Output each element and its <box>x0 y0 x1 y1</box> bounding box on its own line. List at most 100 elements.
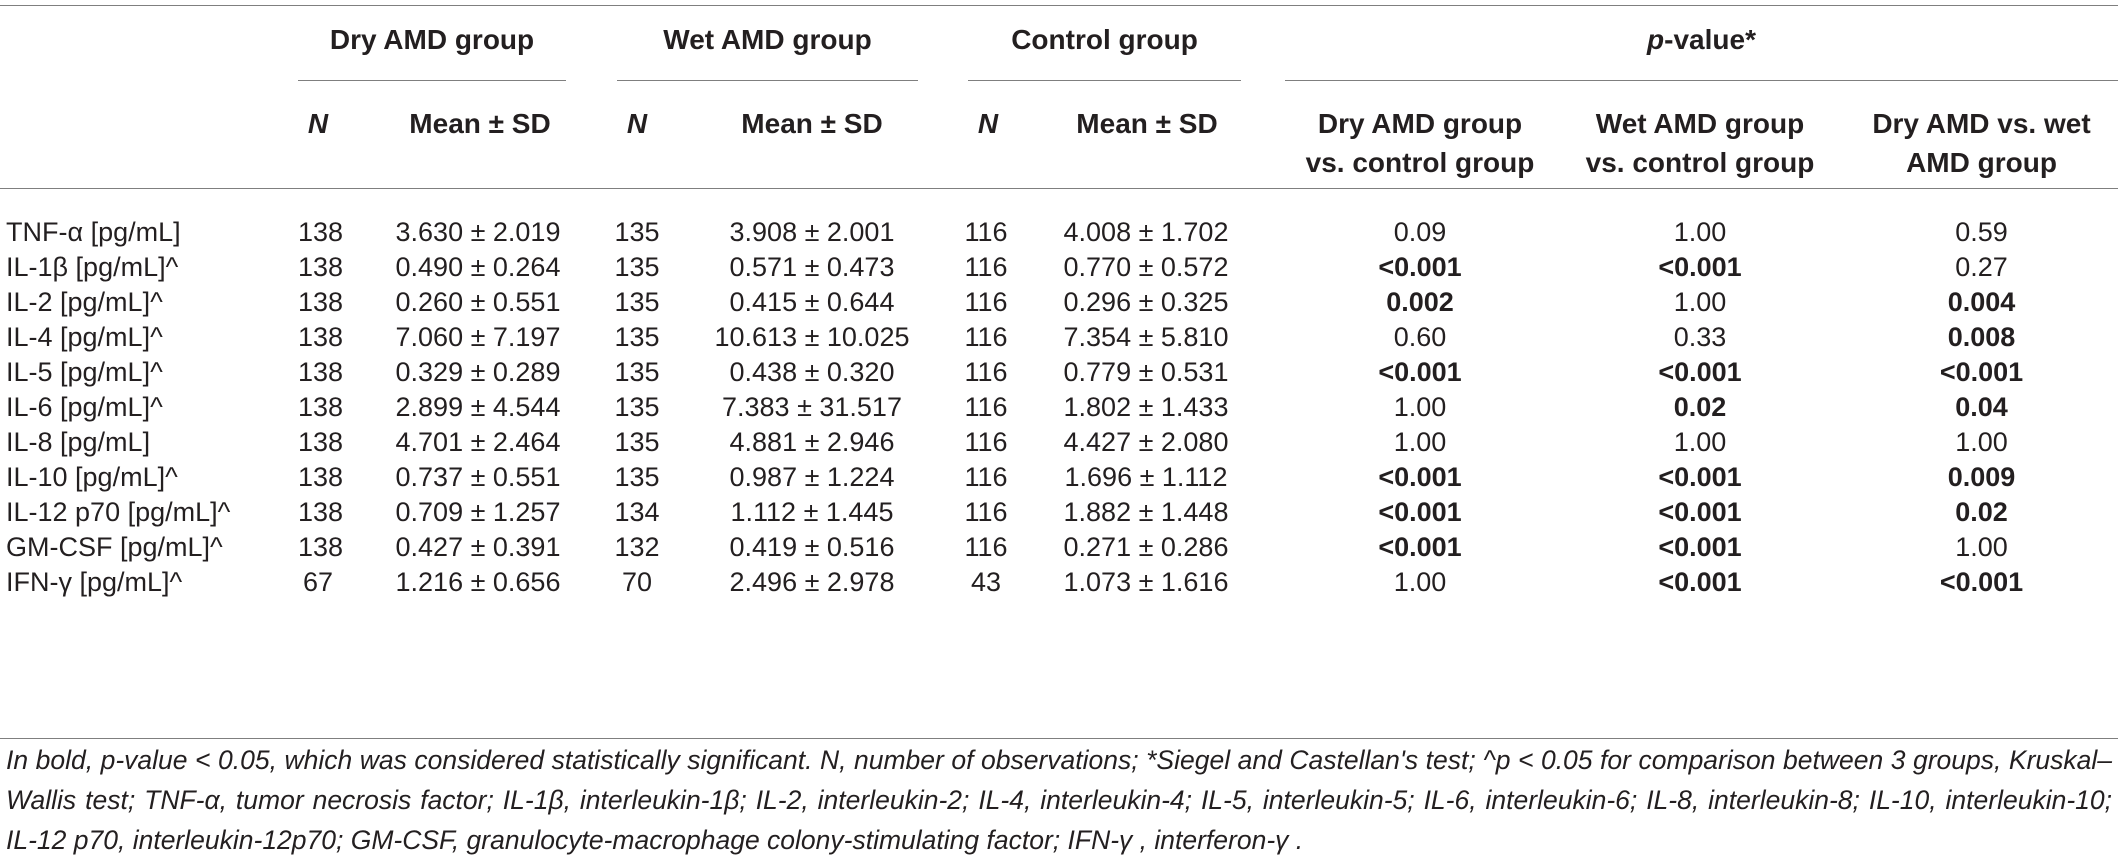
row-label: IL-5 [pg/mL]^ <box>6 357 163 387</box>
wet-mean-sd: 0.987 ± 1.224 <box>729 462 895 492</box>
p-wet-vs-control: <0.001 <box>1658 567 1742 597</box>
p-dry-vs-wet: 0.009 <box>1947 462 2016 492</box>
p-wet-vs-control: <0.001 <box>1658 532 1742 562</box>
subheader-control-mean: Mean ± SD <box>1076 108 1218 139</box>
row-label: IL-12 p70 [pg/mL]^ <box>6 497 231 527</box>
dry-mean-sd: 2.899 ± 4.544 <box>395 392 561 422</box>
dry-n: 138 <box>298 322 344 352</box>
wet-n: 134 <box>614 497 660 527</box>
dry-n: 138 <box>298 427 344 457</box>
dry-mean-sd: 0.709 ± 1.257 <box>395 497 561 527</box>
wet-n: 70 <box>621 567 653 597</box>
dry-mean-sd: 3.630 ± 2.019 <box>395 217 561 247</box>
dry-n: 67 <box>302 567 334 597</box>
header-p-value: p-value* <box>1285 24 2118 56</box>
control-mean-sd: 1.696 ± 1.112 <box>1064 462 1228 492</box>
header-rule <box>0 188 2118 189</box>
wet-mean-sd: 3.908 ± 2.001 <box>729 217 895 247</box>
row-label: TNF-α [pg/mL] <box>6 217 181 247</box>
control-n: 116 <box>964 427 1008 457</box>
row-label: IL-8 [pg/mL] <box>6 427 151 457</box>
wet-mean-sd: 0.415 ± 0.644 <box>729 287 895 317</box>
control-n: 116 <box>964 252 1008 282</box>
subheader-wet-vs-control-line1: Wet AMD group <box>1595 108 1805 139</box>
control-n: 116 <box>964 462 1008 492</box>
subheader-control-n: N <box>977 108 999 139</box>
p-dry-vs-wet: 0.02 <box>1955 497 2008 527</box>
p-dry-vs-control: 0.09 <box>1393 217 1447 247</box>
wet-n: 135 <box>614 322 660 352</box>
subheader-dry-n: N <box>307 108 329 139</box>
group-rule-pvalue <box>1285 80 2118 81</box>
wet-mean-sd: 1.112 ± 1.445 <box>730 497 894 527</box>
p-wet-vs-control: <0.001 <box>1658 357 1742 387</box>
subheader-dry-vs-control: Dry AMD group vs. control group <box>1285 104 1555 182</box>
p-dry-vs-wet: <0.001 <box>1939 357 2024 387</box>
dry-n: 138 <box>298 252 344 282</box>
control-n: 116 <box>964 532 1008 562</box>
control-mean-sd: 7.354 ± 5.810 <box>1063 322 1229 352</box>
wet-mean-sd: 0.438 ± 0.320 <box>729 357 895 387</box>
wet-mean-sd: 10.613 ± 10.025 <box>714 322 910 352</box>
p-dry-vs-wet: 0.008 <box>1947 322 2016 352</box>
wet-n: 135 <box>614 357 660 387</box>
p-dry-vs-wet: 0.27 <box>1955 252 2008 282</box>
wet-n: 135 <box>614 252 660 282</box>
row-label: IL-2 [pg/mL]^ <box>6 287 163 317</box>
dry-n: 138 <box>298 462 344 492</box>
control-n: 116 <box>964 217 1008 247</box>
dry-mean-sd: 0.260 ± 0.551 <box>395 287 561 317</box>
control-mean-sd: 1.802 ± 1.433 <box>1063 392 1229 422</box>
subheader-dry-mean: Mean ± SD <box>409 108 551 139</box>
p-wet-vs-control: 0.33 <box>1673 322 1727 352</box>
p-dry-vs-control: <0.001 <box>1378 252 1462 282</box>
subheader-dry-vs-wet-line1: Dry AMD vs. wet <box>1872 108 2091 139</box>
wet-mean-sd: 0.419 ± 0.516 <box>729 532 895 562</box>
subheader-dry-vs-control-line1: Dry AMD group <box>1317 108 1523 139</box>
header-dry-amd-group: Dry AMD group <box>329 24 535 55</box>
control-mean-sd: 0.770 ± 0.572 <box>1063 252 1229 282</box>
control-mean-sd: 1.882 ± 1.448 <box>1063 497 1229 527</box>
p-dry-vs-wet: 1.00 <box>1955 427 2008 457</box>
dry-mean-sd: 0.490 ± 0.264 <box>395 252 561 282</box>
p-wet-vs-control: <0.001 <box>1658 462 1742 492</box>
group-rule-dry <box>298 80 566 81</box>
p-wet-vs-control: <0.001 <box>1658 252 1742 282</box>
row-label: IL-4 [pg/mL]^ <box>6 322 163 352</box>
p-dry-vs-control: <0.001 <box>1378 497 1462 527</box>
dry-mean-sd: 4.701 ± 2.464 <box>395 427 561 457</box>
wet-n: 135 <box>614 392 660 422</box>
header-control-group: Control group <box>1011 24 1198 55</box>
p-dry-vs-wet: 0.004 <box>1947 287 2016 317</box>
control-n: 116 <box>964 322 1008 352</box>
group-rule-wet <box>617 80 918 81</box>
subheader-wet-n: N <box>626 108 648 139</box>
group-rule-control <box>968 80 1241 81</box>
row-label: IFN-γ [pg/mL]^ <box>6 567 183 597</box>
control-mean-sd: 4.008 ± 1.702 <box>1063 217 1229 247</box>
p-dry-vs-wet: 1.00 <box>1955 532 2008 562</box>
dry-mean-sd: 0.329 ± 0.289 <box>395 357 561 387</box>
control-n: 116 <box>964 392 1008 422</box>
control-n: 116 <box>964 287 1008 317</box>
wet-mean-sd: 7.383 ± 31.517 <box>722 392 902 422</box>
row-label: GM-CSF [pg/mL]^ <box>6 532 223 562</box>
control-mean-sd: 0.779 ± 0.531 <box>1063 357 1229 387</box>
p-dry-vs-control: <0.001 <box>1378 462 1462 492</box>
wet-mean-sd: 4.881 ± 2.946 <box>729 427 895 457</box>
wet-n: 135 <box>614 217 660 247</box>
dry-n: 138 <box>298 287 344 317</box>
dry-n: 138 <box>298 357 344 387</box>
p-dry-vs-control: 1.00 <box>1393 427 1447 457</box>
subheader-wet-vs-control-line2: vs. control group <box>1585 147 1815 178</box>
control-n: 43 <box>970 567 1002 597</box>
control-mean-sd: 0.296 ± 0.325 <box>1063 287 1229 317</box>
wet-n: 132 <box>614 532 660 562</box>
dry-n: 138 <box>298 392 344 422</box>
subheader-dry-vs-control-line2: vs. control group <box>1305 147 1535 178</box>
p-dry-vs-wet: 0.59 <box>1955 217 2008 247</box>
p-dry-vs-wet: 0.04 <box>1955 392 2008 422</box>
p-italic: p <box>1647 24 1665 55</box>
wet-n: 135 <box>614 427 660 457</box>
